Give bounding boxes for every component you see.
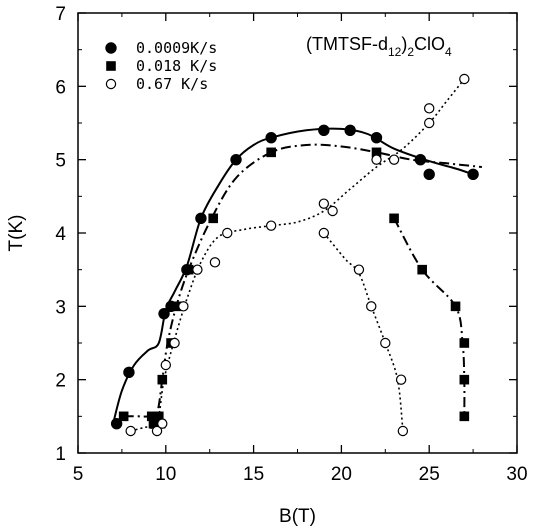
series-0-point-5 (195, 212, 207, 225)
series-0-point-2 (158, 307, 170, 320)
series-2-point-22 (397, 425, 409, 437)
series-2-point-7 (209, 257, 221, 268)
axes-layer: 5 10 15 20 25 30 1 2 3 4 5 6 7 B(T) T(K) (6, 4, 528, 527)
x-tick-label-0: 5 (73, 464, 84, 485)
legend-marker-1 (106, 61, 116, 71)
series-2-point-17 (318, 227, 330, 239)
series-0-point-7 (265, 131, 277, 144)
series-2-point-21 (395, 374, 407, 385)
series-0-point-12 (423, 168, 435, 181)
series-2-point-15 (424, 103, 435, 114)
series-2-point-18 (353, 264, 365, 275)
series-1-point-0 (118, 411, 129, 422)
series-1-point-17 (459, 411, 470, 422)
series-1-point-5 (157, 374, 168, 385)
series-0-point-10 (370, 131, 383, 144)
series-1-point-10 (266, 147, 276, 158)
series-1-point-2 (148, 418, 159, 429)
series-2-point-8 (222, 227, 233, 239)
curves-layer (112, 78, 483, 432)
series-2-point-6 (192, 264, 203, 275)
series-1-point-1 (146, 411, 157, 422)
series-0-point-1 (123, 366, 135, 379)
legend-marker-0 (105, 42, 117, 54)
series-2-point-3 (160, 359, 171, 371)
series-0-point-8 (318, 124, 330, 137)
series-2-point-11 (327, 205, 338, 217)
series-2-point-10 (318, 198, 330, 209)
series-2-point-12 (371, 154, 382, 165)
series-0-point-11 (414, 153, 427, 166)
y-tick-label-2: 3 (55, 297, 66, 318)
x-axis-label: B(T) (279, 506, 316, 527)
series-2-point-2 (157, 418, 168, 429)
series-1-point-3 (153, 411, 164, 422)
series-1-point-16 (459, 374, 470, 385)
series-1-line-1 (393, 217, 466, 417)
markers-layer (110, 73, 479, 437)
legend-label-0: 0.0009K/s (136, 39, 217, 57)
x-tick-label-2: 15 (243, 464, 264, 485)
series-2-point-4 (169, 337, 180, 349)
series-1-line-0 (123, 143, 483, 418)
x-tick-label-5: 30 (506, 464, 527, 485)
x-tick-label-1: 10 (155, 464, 176, 485)
series-1-point-11 (371, 147, 382, 158)
series-0-point-6 (230, 153, 242, 166)
legend: 0.0009K/s0.018 K/s0.67 K/s (105, 39, 217, 93)
legend-marker-2 (105, 78, 117, 90)
y-tick-label-4: 5 (55, 151, 66, 172)
series-2-line-1 (323, 232, 404, 432)
x-tick-label-4: 25 (419, 464, 440, 485)
y-axis-label: T(K) (6, 215, 27, 252)
series-0-line-0 (112, 127, 474, 424)
series-1-point-14 (450, 301, 461, 312)
y-tick-label-1: 2 (55, 371, 66, 392)
series-1-point-7 (171, 301, 182, 312)
series-0-point-13 (467, 168, 479, 181)
series-2-point-0 (125, 425, 136, 437)
legend-label-1: 0.018 K/s (136, 57, 217, 75)
x-tick-label-3: 20 (331, 464, 352, 485)
series-2-point-14 (424, 117, 435, 129)
series-1-point-8 (183, 264, 194, 275)
series-2-point-5 (178, 301, 189, 312)
y-tick-label-3: 4 (55, 224, 66, 245)
series-1-point-15 (459, 338, 470, 348)
y-tick-label-0: 1 (55, 444, 66, 465)
series-1-point-13 (417, 264, 427, 275)
series-2-point-16 (459, 73, 470, 85)
series-1-point-9 (208, 213, 219, 224)
series-2-line-0 (130, 78, 465, 432)
series-0-point-9 (344, 124, 356, 137)
series-1-point-12 (389, 213, 399, 224)
legend-label-2: 0.67 K/s (136, 75, 208, 93)
y-tick-label-5: 6 (55, 77, 66, 98)
series-2-point-1 (151, 425, 163, 437)
series-2-point-19 (366, 301, 377, 312)
y-tick-label-6: 7 (55, 4, 66, 25)
series-2-point-9 (265, 220, 277, 231)
series-2-point-20 (380, 337, 391, 349)
compound-annotation: (TMTSF-d12)2ClO4 (306, 34, 452, 59)
series-2-point-13 (388, 154, 400, 165)
